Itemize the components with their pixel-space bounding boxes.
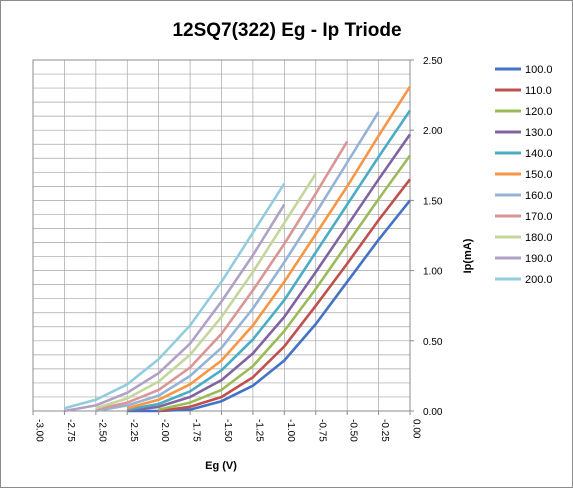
legend-label: 160.0	[525, 190, 553, 202]
y-tick-label: 1.50	[423, 196, 443, 207]
x-tick-label: -2.25	[128, 419, 139, 442]
series-line-5	[126, 85, 412, 410]
legend-label: 150.0	[525, 169, 553, 181]
x-tick-label: -2.75	[65, 419, 76, 442]
series-line-0	[127, 199, 412, 413]
x-axis-ticks: -3.00 -2.75 -2.50 -2.25 -2.00 -1.75 -1.50 -1.25…	[32, 411, 422, 442]
legend: 100.0 110.0 120.0 130.0 140.0 150.0 160.0 170.0…	[495, 64, 553, 286]
x-tick-label: -0.50	[348, 419, 359, 442]
series-lines	[64, 85, 412, 413]
x-tick-label: -1.25	[253, 419, 264, 442]
legend-label: 140.0	[525, 148, 553, 160]
legend-label: 110.0	[525, 85, 552, 97]
chart-title: 12SQ7(322) Eg - Ip Triode	[172, 20, 401, 41]
x-tick-label: -1.50	[222, 419, 233, 442]
x-tick-label: -0.75	[316, 419, 327, 442]
x-tick-label: 0.00	[411, 419, 422, 439]
x-tick-label: -1.00	[285, 419, 296, 442]
x-tick-label: -3.00	[34, 419, 45, 442]
legend-label: 120.0	[525, 106, 553, 118]
y-tick-label: 0.00	[423, 407, 443, 418]
y-tick-label: 1.00	[423, 267, 443, 278]
y-tick-label: 0.50	[423, 337, 443, 348]
legend-label: 190.0	[525, 253, 553, 265]
y-axis-ticks: 0.00 0.50 1.00 1.50 2.00 2.50	[410, 56, 443, 418]
legend-label: 200.0	[525, 274, 553, 286]
x-tick-label: -2.00	[159, 419, 170, 442]
x-tick-label: -2.50	[96, 419, 107, 442]
series-line-3	[127, 133, 412, 413]
y-axis-title: Ip(mA)	[462, 238, 474, 273]
series-line-8	[95, 172, 317, 410]
x-tick-label: -1.75	[191, 419, 202, 442]
legend-label: 100.0	[525, 64, 553, 76]
series-line-4	[127, 109, 412, 411]
series-line-2	[158, 154, 412, 411]
series-line-1	[158, 178, 412, 413]
series-line-9	[64, 203, 286, 413]
series-line-7	[95, 140, 349, 411]
y-tick-label: 2.00	[423, 126, 443, 137]
legend-label: 170.0	[525, 211, 553, 223]
x-tick-label: -0.25	[379, 419, 390, 442]
series-line-10	[64, 182, 286, 410]
series-line-6	[95, 111, 380, 413]
x-axis-title: Eg (V)	[205, 460, 237, 472]
legend-label: 130.0	[525, 127, 553, 139]
y-tick-label: 2.50	[423, 56, 443, 67]
legend-label: 180.0	[525, 232, 553, 244]
